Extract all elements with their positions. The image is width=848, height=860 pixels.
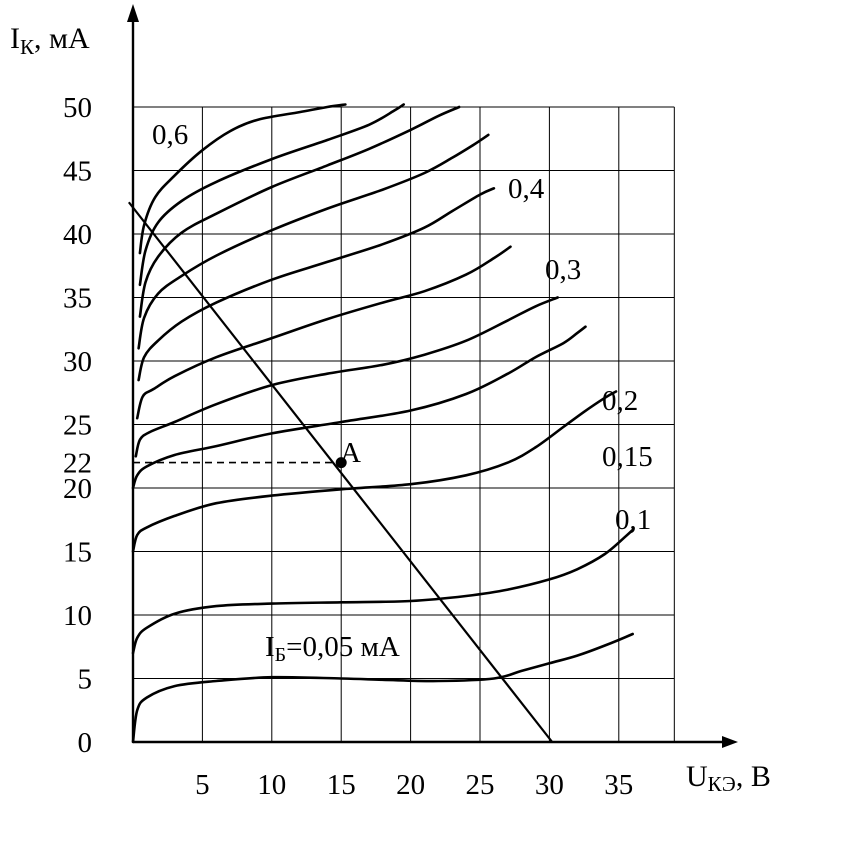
y-tick-label: 45 [63, 156, 92, 188]
y-axis-title: IК, мА [10, 22, 90, 59]
curve-label-0-05-rest: =0,05 мА [286, 631, 400, 663]
characteristic-curve-0-4 [137, 133, 490, 350]
characteristic-curve-0-1 [131, 528, 634, 655]
x-tick-label: 15 [327, 769, 356, 801]
y-tick-label: 35 [63, 283, 92, 315]
x-axis-arrow-icon [722, 736, 738, 748]
curve-label-0-05: IБ=0,05 мА [265, 631, 400, 666]
characteristic-curve-0-35 [137, 187, 496, 382]
y-tick-label: 20 [63, 473, 92, 505]
y-tick-label: 10 [63, 600, 92, 632]
characteristic-curve-0-05 [131, 632, 634, 744]
y-tick-label: 22 [63, 448, 92, 480]
x-axis-title-sub: КЭ [708, 772, 736, 796]
y-axis-arrow-icon [127, 4, 139, 22]
x-tick-label: 5 [195, 769, 210, 801]
curve-label-0-6: 0,6 [152, 119, 188, 151]
x-axis-title-unit: , В [736, 760, 771, 793]
curve-label-0-05-main: I [265, 631, 275, 663]
operating-point-label: A [340, 437, 361, 469]
x-tick-label: 10 [257, 769, 286, 801]
y-axis-title-main: I [10, 22, 20, 55]
characteristic-curve-0-3 [135, 245, 512, 420]
curve-label-0-05-sub: Б [275, 644, 286, 666]
y-tick-label: 25 [63, 410, 92, 442]
curve-label-0-1: 0,1 [615, 504, 651, 536]
curve-label-0-4: 0,4 [508, 173, 545, 205]
characteristic-curve-0-6 [138, 103, 347, 255]
x-tick-label: 20 [396, 769, 425, 801]
x-axis-title: UКЭ, В [686, 760, 771, 796]
curve-label-0-3: 0,3 [545, 254, 581, 286]
operating-point-marker [335, 457, 347, 469]
curve-label-0-15: 0,15 [602, 441, 653, 473]
y-tick-label: 40 [63, 219, 92, 251]
y-tick-label: 30 [63, 346, 92, 378]
curve-label-0-2: 0,2 [602, 385, 638, 417]
x-axis-title-main: U [686, 760, 708, 793]
y-tick-label: 5 [78, 664, 93, 696]
y-tick-label: 15 [63, 537, 92, 569]
y-axis-title-sub: К [20, 35, 35, 59]
grid [133, 106, 675, 742]
y-tick-label: 50 [63, 92, 92, 124]
x-tick-label: 25 [466, 769, 495, 801]
x-tick-label: 30 [535, 769, 564, 801]
characteristic-curve-0-45 [138, 105, 461, 318]
characteristic-curve-0-5 [138, 103, 405, 287]
characteristic-curve-0-2 [131, 325, 587, 490]
y-tick-label: 0 [78, 727, 93, 759]
load-line-group [127, 201, 554, 743]
axes [127, 4, 738, 748]
load-line [127, 201, 554, 743]
characteristic-curve-0-15 [131, 390, 618, 553]
x-tick-label: 35 [604, 769, 633, 801]
characteristic-curve-0-25 [134, 296, 559, 458]
characteristic-curves [131, 103, 634, 744]
y-axis-title-unit: , мА [34, 22, 90, 55]
